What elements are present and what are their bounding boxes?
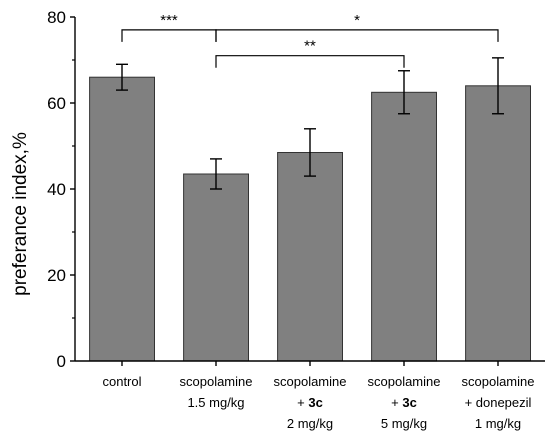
x-tick-label-4-line-2-run-0: 1 mg/kg (475, 416, 521, 431)
x-tick-label-4-line-0-run-0: scopolamine (462, 374, 535, 389)
x-labels-group: control scopolamine 1.5 mg/kg scopolamine + … (102, 374, 534, 431)
bars-group (89, 76, 532, 362)
significance-label-1: * (354, 12, 360, 29)
bar-4 (465, 85, 532, 362)
x-tick-label-3-line-1: + 3c (391, 395, 417, 410)
significance-label-0: *** (160, 12, 178, 29)
significance-bracket-2 (215, 55, 405, 68)
significance-bracket-1 (215, 29, 499, 42)
significance-bracket-0 (121, 29, 217, 42)
x-tick-label-4-line-1-run-0: + donepezil (465, 395, 532, 410)
y-axis-title: preferance index,% (10, 132, 31, 296)
y-tick-label-0: 0 (57, 352, 66, 371)
x-tick-label-2-line-1-run-1: 3c (308, 395, 322, 410)
x-tick-label-3-line-1-run-1: 3c (402, 395, 416, 410)
x-tick-label-3-line-2-run-0: 5 mg/kg (381, 416, 427, 431)
bar-2 (277, 152, 344, 362)
y-tick-label-2: 40 (47, 180, 66, 199)
x-tick-label-2-line-1-run-0: + (297, 395, 308, 410)
bar-0 (89, 76, 155, 362)
x-tick-label-4-line-1: + donepezil (465, 395, 532, 410)
x-tick-label-2-line-0: scopolamine (274, 374, 347, 389)
y-tick-label-3: 60 (47, 94, 66, 113)
x-tick-label-2-line-1: + 3c (297, 395, 323, 410)
bar-1 (183, 173, 250, 362)
x-tick-label-1-line-1-run-0: 1.5 mg/kg (187, 395, 244, 410)
x-tick-label-1-line-1: 1.5 mg/kg (187, 395, 244, 410)
x-tick-label-2-line-2-run-0: 2 mg/kg (287, 416, 333, 431)
x-tick-label-2-line-2: 2 mg/kg (287, 416, 333, 431)
x-tick-label-3-line-2: 5 mg/kg (381, 416, 427, 431)
x-tick-label-2-line-0-run-0: scopolamine (274, 374, 347, 389)
x-tick-label-1-line-0: scopolamine (180, 374, 253, 389)
significance-label-2: ** (304, 38, 316, 55)
bar-3 (371, 91, 438, 362)
error-bars-group (116, 57, 504, 190)
x-tick-label-0-line-0: control (102, 374, 141, 389)
x-tick-label-0-line-0-run-0: control (102, 374, 141, 389)
x-tick-label-3-line-0: scopolamine (368, 374, 441, 389)
y-tick-label-4: 80 (47, 8, 66, 27)
x-tick-label-4-line-2: 1 mg/kg (475, 416, 521, 431)
x-tick-label-3-line-0-run-0: scopolamine (368, 374, 441, 389)
y-tick-label-1: 20 (47, 266, 66, 285)
x-tick-label-3-line-1-run-0: + (391, 395, 402, 410)
axes-group: 0 20 40 60 80 (47, 8, 545, 371)
significance-group: *** *** (121, 12, 499, 68)
x-tick-label-1-line-0-run-0: scopolamine (180, 374, 253, 389)
x-tick-label-4-line-0: scopolamine (462, 374, 535, 389)
